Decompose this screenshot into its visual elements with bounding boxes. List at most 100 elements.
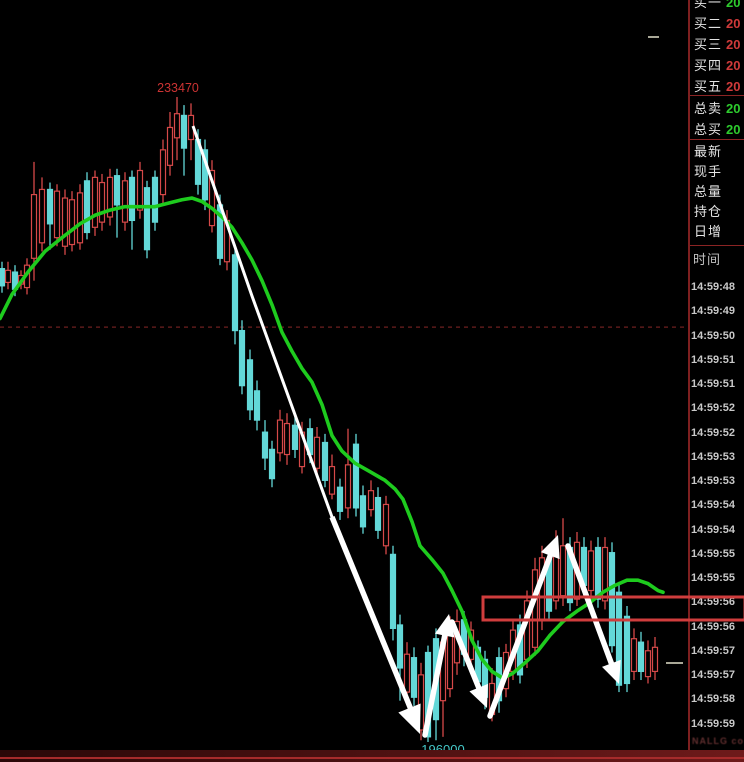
bid-row: 买一 20 <box>690 0 744 13</box>
candle-body <box>601 546 609 602</box>
trend-line <box>191 125 414 713</box>
arrow-head <box>469 683 488 708</box>
candle-body <box>403 653 411 693</box>
candle-body <box>83 180 91 234</box>
separator <box>690 245 744 246</box>
candle-body <box>91 176 99 228</box>
candle-body <box>253 390 261 421</box>
info-row: 持仓 <box>690 202 744 222</box>
candle-body <box>30 194 38 259</box>
bid-row-value: 20 <box>726 37 741 52</box>
time-row: 14:59:57 <box>691 644 736 657</box>
total-row-value: 20 <box>726 122 741 137</box>
time-row: 14:59:51 <box>691 378 736 390</box>
arrow-shaft <box>422 632 448 738</box>
candle-body <box>374 496 382 531</box>
time-row: 14:59:55 <box>691 547 736 560</box>
bid-row-value: 20 <box>726 79 741 94</box>
bid-row: 买五 20 <box>690 77 744 97</box>
arrow-shaft <box>565 543 615 667</box>
candle-body <box>389 553 397 629</box>
time-row: 14:59:53 <box>691 475 736 487</box>
ma-line <box>0 196 665 681</box>
time-row: 14:59:52 <box>691 402 736 415</box>
info-row-label: 日增 <box>694 224 723 239</box>
candle-body <box>587 550 595 592</box>
total-row-value: 20 <box>726 101 741 116</box>
high-price-label: 233470 <box>157 81 199 95</box>
time-row: 14:59:53 <box>691 450 736 463</box>
arrow-head <box>434 614 455 638</box>
candle-body <box>143 187 151 251</box>
separator <box>690 95 744 96</box>
time-row: 14:59:54 <box>691 499 736 512</box>
total-row: 总买 20 <box>690 120 744 140</box>
info-row: 总量 <box>690 182 744 202</box>
time-row: 14:59:59 <box>691 717 736 730</box>
candle-body <box>231 254 239 332</box>
candle-body <box>344 464 352 509</box>
candle-body <box>276 419 284 454</box>
info-row-label: 总量 <box>694 184 723 199</box>
time-row: 14:59:49 <box>691 305 736 318</box>
arrow-shaft <box>449 619 482 691</box>
candle-body <box>38 188 46 244</box>
arrow-shaft <box>487 552 554 719</box>
bid-row-label: 买三 <box>694 37 723 52</box>
candle-body <box>201 149 209 201</box>
time-row: 14:59:50 <box>691 329 736 342</box>
time-row: 14:59:56 <box>691 596 736 609</box>
bid-row-label: 买一 <box>694 0 723 10</box>
candle-body <box>4 269 12 283</box>
time-row: 14:59:54 <box>691 523 736 536</box>
total-row: 总卖 20 <box>690 99 744 119</box>
candle-body <box>608 552 616 647</box>
separator <box>690 139 744 140</box>
bid-row: 买四 20 <box>690 56 744 76</box>
candle-body <box>166 126 174 166</box>
time-row: 14:59:58 <box>691 693 736 706</box>
bid-row-value: 20 <box>726 16 741 31</box>
candle-body <box>644 650 652 678</box>
candle-body <box>261 431 269 459</box>
candle-body <box>136 169 144 211</box>
candle-body <box>173 113 181 139</box>
candle-body <box>367 490 375 511</box>
candle-body <box>359 495 367 528</box>
candle-body <box>336 486 344 512</box>
annotation-rect <box>481 595 744 622</box>
time-row: 14:59:57 <box>691 669 736 681</box>
candle-body <box>208 169 216 227</box>
candle-body <box>98 181 106 223</box>
candle-body <box>559 545 567 597</box>
candle-body <box>268 448 276 480</box>
bid-row-label: 买四 <box>694 58 723 73</box>
candle-body <box>180 114 188 149</box>
candle-body <box>283 422 291 456</box>
candle-body <box>382 503 390 547</box>
bid-row-value: 20 <box>726 0 741 10</box>
candle-body <box>128 176 136 222</box>
candle-body <box>396 624 404 669</box>
time-row: 14:59:56 <box>691 620 736 633</box>
candle-body <box>76 192 84 244</box>
candle-body <box>113 175 121 206</box>
candle-body <box>328 465 336 495</box>
candle-body <box>637 641 645 673</box>
arrow-head <box>601 659 621 684</box>
info-row-label: 持仓 <box>694 204 723 219</box>
bid-row-label: 买二 <box>694 16 723 31</box>
bottom-axis-line <box>0 750 744 762</box>
candle-body <box>246 359 254 411</box>
info-row: 最新 <box>690 142 744 162</box>
time-column-header: 时间 <box>693 252 722 267</box>
trend-line-thick <box>329 515 415 714</box>
candle-body <box>46 188 54 225</box>
bottom-axis-highlight <box>0 757 744 759</box>
candle-body <box>0 268 6 287</box>
time-row: 14:59:48 <box>691 281 736 293</box>
candle-body <box>552 552 560 602</box>
bid-row: 买三 20 <box>690 35 744 55</box>
total-row-label: 总买 <box>694 122 723 137</box>
